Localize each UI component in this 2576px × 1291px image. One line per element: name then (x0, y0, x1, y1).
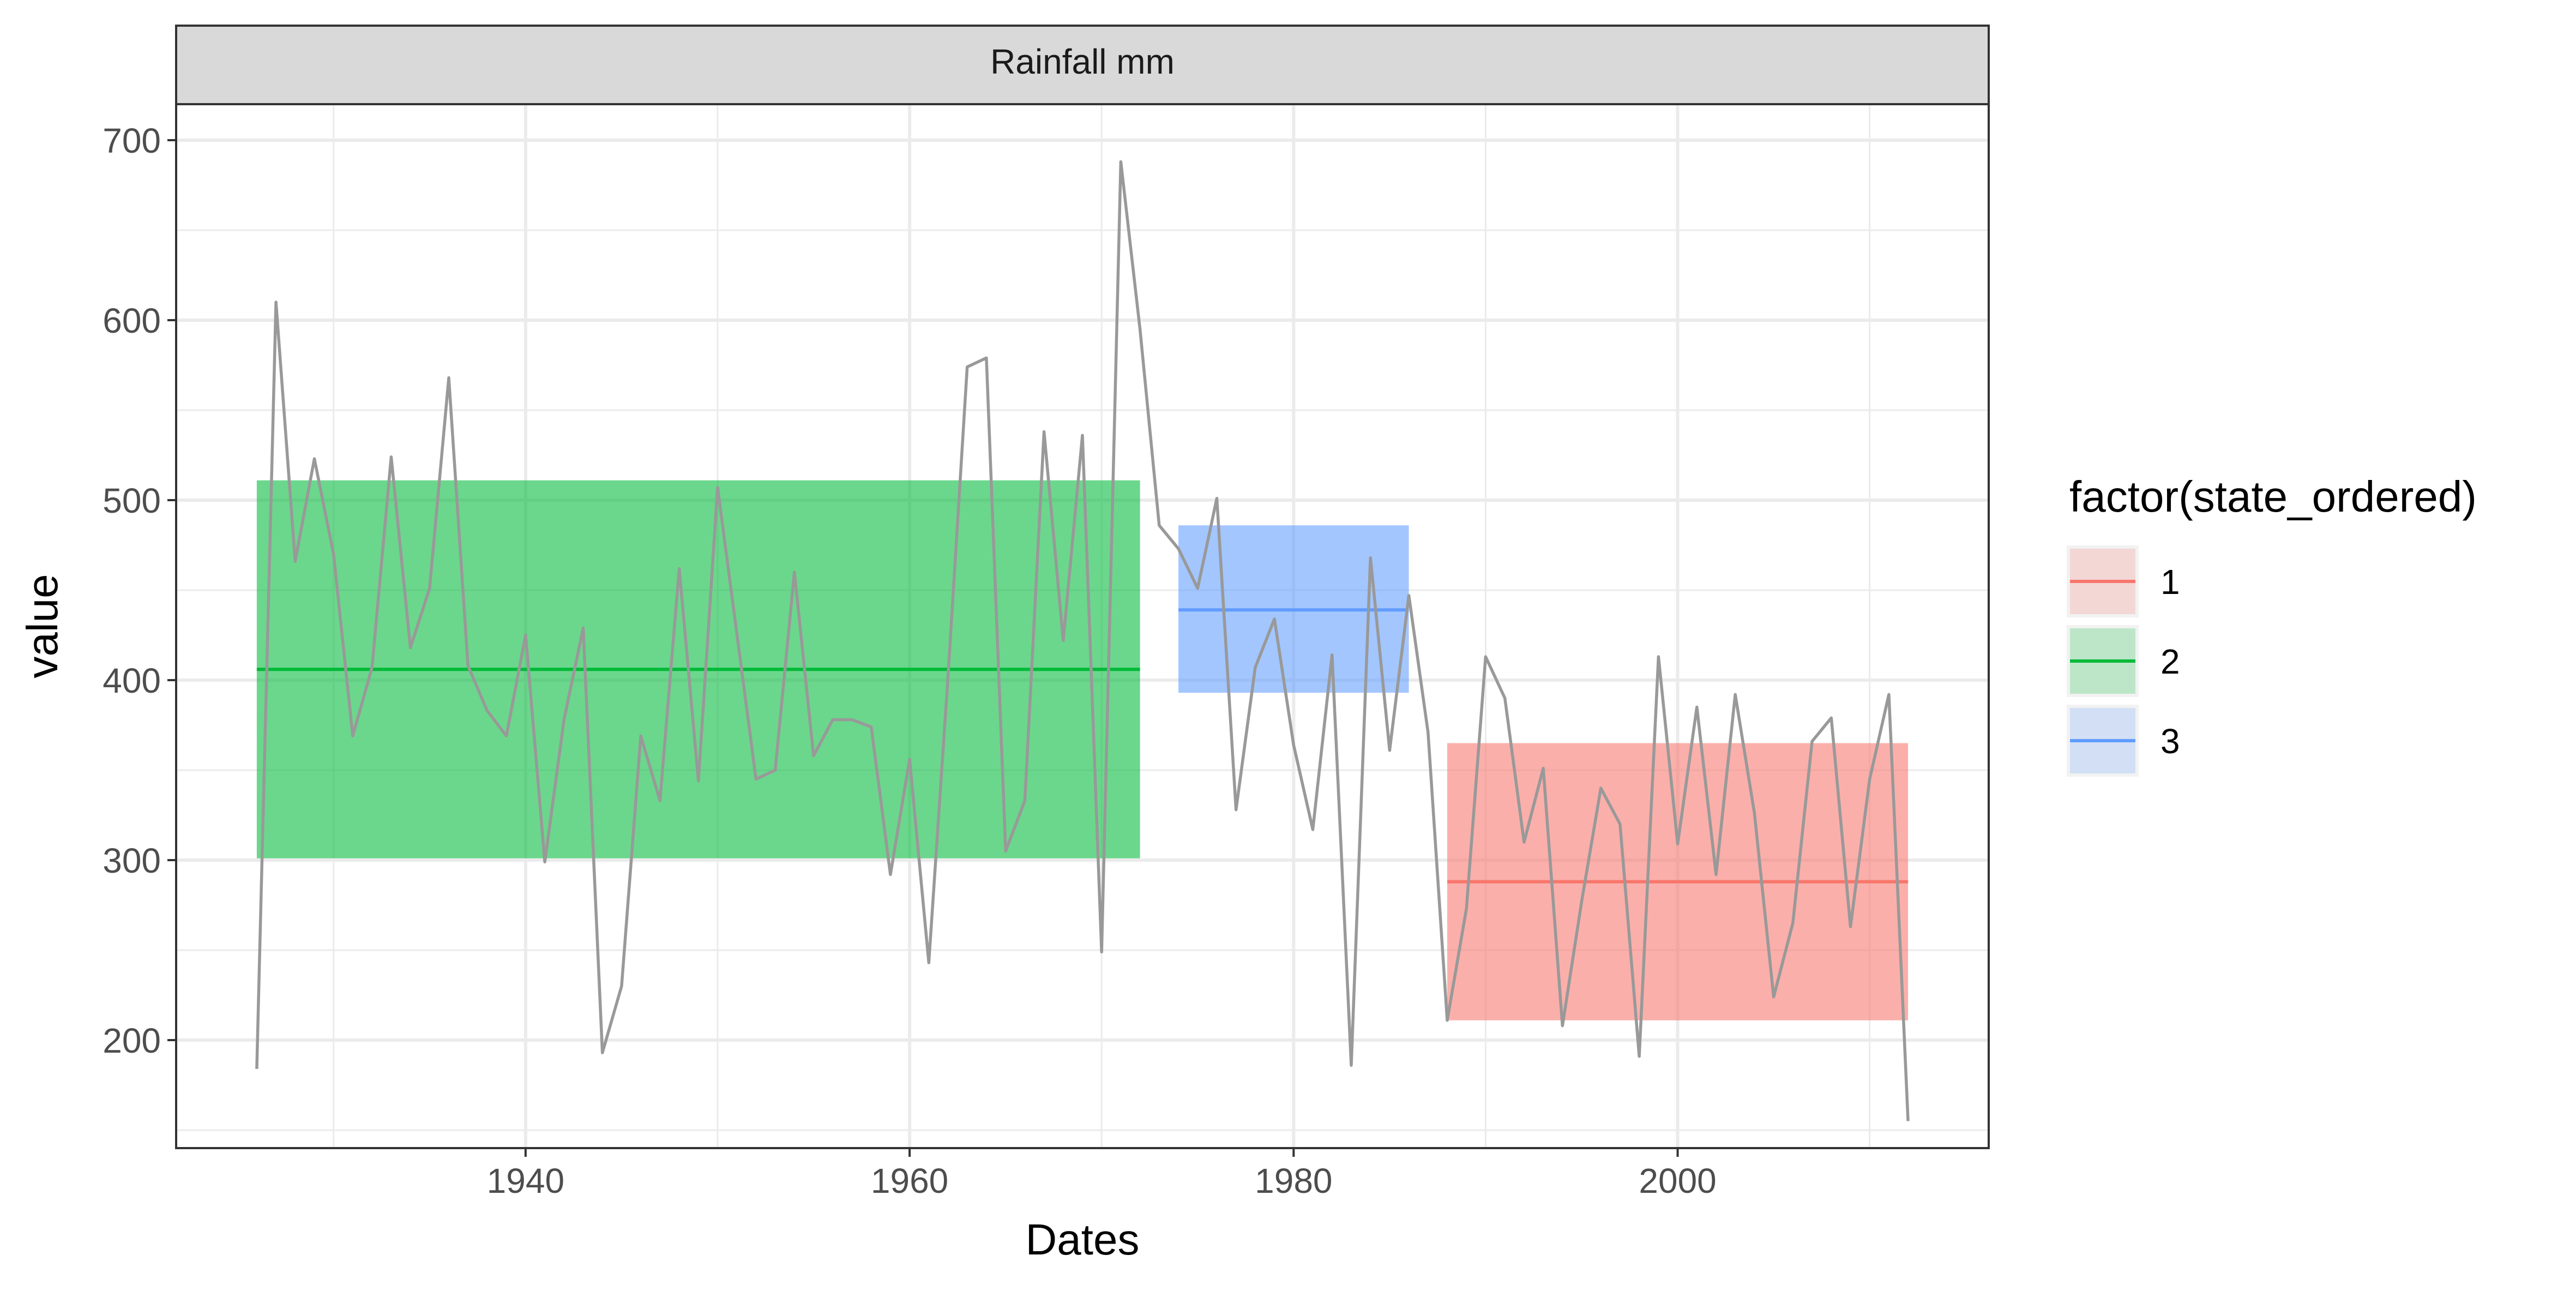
y-axis-title: value (18, 574, 67, 678)
y-tick-label: 500 (103, 481, 161, 520)
legend-label-2: 2 (2160, 642, 2180, 681)
x-tick-label: 1940 (487, 1161, 564, 1200)
legend-title: factor(state_ordered) (2069, 472, 2477, 521)
y-tick-label: 400 (103, 661, 161, 700)
series-line-1 (255, 160, 1910, 1121)
y-tick-label: 600 (103, 301, 161, 340)
legend-label-1: 1 (2160, 562, 2180, 602)
x-tick-label: 2000 (1639, 1161, 1716, 1200)
facet-strip (175, 25, 1990, 105)
legend-label-3: 3 (2160, 722, 2180, 761)
facet-label: Rainfall mm (990, 42, 1175, 81)
y-tick-label: 700 (103, 121, 161, 160)
legend: factor(state_ordered) 1 2 3 (2067, 472, 2477, 777)
x-tick-label: 1960 (871, 1161, 948, 1200)
state-bands (256, 480, 1909, 1020)
x-tick-label: 1980 (1255, 1161, 1332, 1200)
x-axis-title: Dates (1026, 1215, 1140, 1264)
data-series (255, 160, 1910, 1121)
y-tick-label: 200 (103, 1021, 161, 1060)
y-axis: 200 300 400 500 600 700 (103, 121, 176, 1060)
y-tick-label: 300 (103, 841, 161, 880)
x-axis: 1940 1960 1980 2000 (487, 1148, 1717, 1200)
